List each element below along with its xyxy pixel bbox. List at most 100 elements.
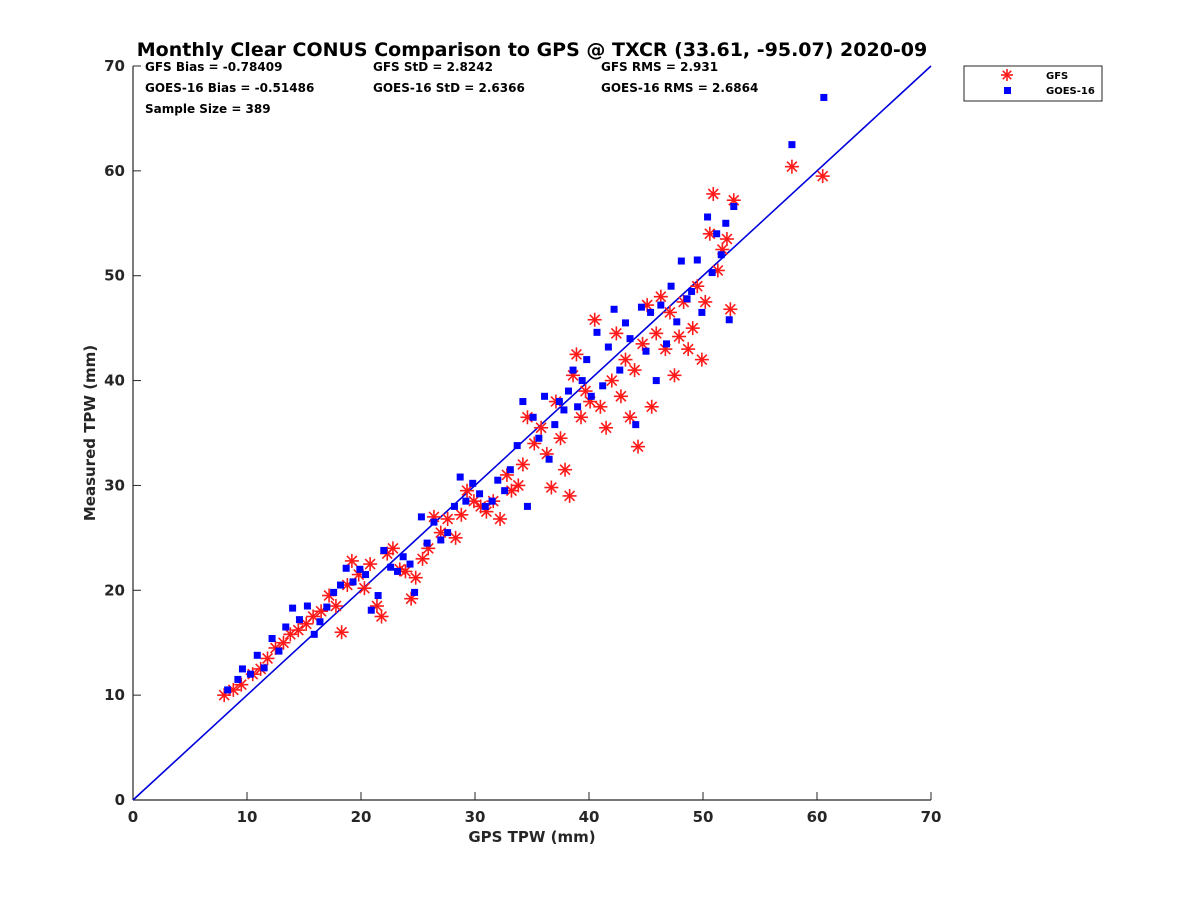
goes16-point xyxy=(282,623,290,631)
gfs-point xyxy=(398,564,413,579)
legend-gfs-asterisk xyxy=(1001,69,1013,81)
goes16-point xyxy=(393,567,401,575)
gfs-point xyxy=(511,478,526,493)
gfs-point xyxy=(623,410,638,425)
gfs-point xyxy=(815,169,830,184)
x-tick-label: 20 xyxy=(351,808,372,826)
gfs-point xyxy=(357,581,372,596)
gfs-point xyxy=(618,352,633,367)
x-tick-label: 50 xyxy=(693,808,714,826)
gfs-point xyxy=(604,373,619,388)
gfs-point xyxy=(574,410,589,425)
gfs-point xyxy=(706,186,721,201)
legend-gfs-asterisk-icon xyxy=(1001,69,1013,81)
goes16-point xyxy=(663,340,671,348)
y-tick-label: 60 xyxy=(104,162,125,180)
y-tick-label: 20 xyxy=(104,581,125,599)
x-tick-label: 40 xyxy=(579,808,600,826)
goes16-point xyxy=(356,565,364,573)
gfs-point xyxy=(344,553,359,568)
goes16-point xyxy=(380,546,388,554)
goes16-point xyxy=(488,497,496,505)
goes16-point xyxy=(667,282,675,290)
gfs-point xyxy=(694,352,709,367)
gfs-point xyxy=(702,226,717,241)
goes16-point xyxy=(417,513,425,521)
goes16-point xyxy=(342,564,350,572)
goes16-point xyxy=(652,377,660,385)
goes16-point xyxy=(722,219,730,227)
goes16-point xyxy=(437,536,445,544)
y-tick-label: 50 xyxy=(104,267,125,285)
goes16-point xyxy=(578,377,586,385)
gfs-point xyxy=(460,483,475,498)
y-tick-label: 30 xyxy=(104,476,125,494)
goes16-point xyxy=(599,382,607,390)
goes16-point xyxy=(450,502,458,510)
gfs-point xyxy=(631,439,646,454)
gfs-rms-text: GFS RMS = 2.931 xyxy=(601,60,718,74)
goes16-point xyxy=(513,442,521,450)
gfs-point xyxy=(534,420,549,435)
x-axis-label: GPS TPW (mm) xyxy=(468,828,595,846)
gfs-point xyxy=(587,312,602,327)
goes16-point xyxy=(519,398,527,406)
goes16-point xyxy=(316,618,324,626)
legend-goes16-label: GOES-16 xyxy=(1046,86,1095,97)
goes16-point xyxy=(593,328,601,336)
y-tick-label: 40 xyxy=(104,372,125,390)
goes16-point xyxy=(621,319,629,327)
goes16-point xyxy=(310,630,318,638)
goes16-point xyxy=(626,335,634,343)
goes16-point xyxy=(399,553,407,561)
gfs-point xyxy=(276,635,291,650)
gfs-std-text: GFS StD = 2.8242 xyxy=(373,60,493,74)
gfs-point xyxy=(613,389,628,404)
gfs-point xyxy=(558,462,573,477)
goes16-point xyxy=(647,308,655,316)
goes16-point xyxy=(708,269,716,277)
sample-size-text: Sample Size = 389 xyxy=(145,102,271,116)
gfs-point xyxy=(644,399,659,414)
goes16-point xyxy=(406,560,414,568)
gfs-point xyxy=(667,368,682,383)
gfs-point xyxy=(635,336,650,351)
y-tick-label: 70 xyxy=(104,57,125,75)
gfs-point xyxy=(653,289,668,304)
goes16-point xyxy=(657,301,665,309)
goes16-point xyxy=(610,305,618,313)
gfs-point xyxy=(569,347,584,362)
goes16-point xyxy=(501,487,509,495)
plot-axes xyxy=(132,66,931,801)
goes16-point xyxy=(587,392,595,400)
goes16-point xyxy=(541,392,549,400)
gfs-point xyxy=(493,511,508,526)
gfs-point xyxy=(385,541,400,556)
goes16-point xyxy=(423,539,431,547)
gfs-point xyxy=(544,480,559,495)
goes16-point xyxy=(551,421,559,429)
x-tick-label: 10 xyxy=(237,808,258,826)
goes16-point xyxy=(583,356,591,364)
gfs-point xyxy=(599,420,614,435)
goes16-point xyxy=(555,398,563,406)
gfs-point xyxy=(685,321,700,336)
goes16-point xyxy=(642,347,650,355)
chart-title: Monthly Clear CONUS Comparison to GPS @ … xyxy=(137,39,928,61)
goes16-point xyxy=(387,563,395,571)
gfs-point xyxy=(454,507,469,522)
goes16-point xyxy=(289,604,297,612)
goes16-point xyxy=(574,403,582,411)
goes16-point xyxy=(535,434,543,442)
gfs-point xyxy=(784,159,799,174)
goes16-point xyxy=(698,308,706,316)
gfs-point xyxy=(715,242,730,257)
gfs-point xyxy=(415,551,430,566)
goes16-point xyxy=(788,141,796,149)
goes16-point xyxy=(506,466,514,474)
goes16-point xyxy=(494,476,502,484)
goes16-point xyxy=(529,413,537,421)
gfs-series xyxy=(217,159,830,703)
goes16-point xyxy=(481,502,489,510)
